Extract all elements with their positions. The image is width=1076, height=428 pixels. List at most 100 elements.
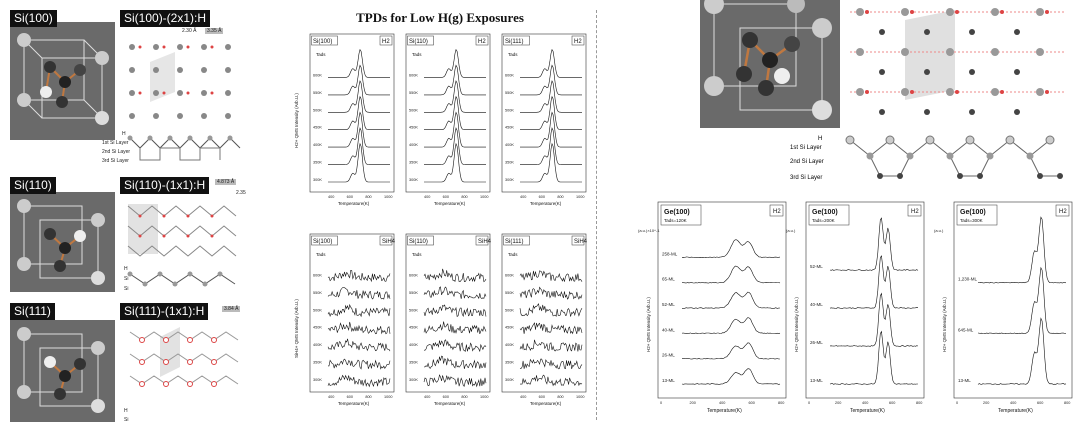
species-label-box [1055,204,1070,217]
tpd-curve [424,48,486,78]
tpd-curve [681,239,781,258]
panel-label: Si(111) [505,39,523,45]
x-tick-label: 1000 [384,395,392,399]
tpd-curve [424,64,486,96]
x-tick-label: 400 [328,195,334,199]
curve-label: 600K [505,73,514,77]
curve-label: 550K [409,91,418,95]
x-tick-label: 600 [347,195,353,199]
tpd-curve [328,111,390,148]
dimension-tag: 2.35 [236,190,246,196]
species-label: H2 [911,209,919,215]
tpd-curve [682,265,781,284]
cube-image [17,33,109,125]
tads-label: Tads=300K [960,218,983,223]
tpd-curve [328,142,390,183]
tpd-curve [327,374,391,388]
layer-label: Si [124,417,129,423]
layer-label: H [818,136,823,142]
panel-frame [405,233,491,393]
tpd-curve [520,80,582,113]
tpd-curve [327,303,391,318]
structure-title: Si(110)-(1x1):H [120,177,210,194]
dimension-tag: 3.35 Å [205,28,224,34]
panel-frame [405,33,491,193]
curve-label: 500K [505,308,514,312]
tpd-curve [328,80,390,113]
divider [596,10,597,420]
curve-label: 350K [313,361,322,365]
tpd-curve [328,64,390,96]
x-tick-label: 1000 [576,395,584,399]
panel-title: Ge(100) [960,209,986,216]
curve-label: 350K [313,161,322,165]
curve-label: 13-ML [810,378,823,383]
panel-frame [309,33,395,193]
tpd-curve [424,111,486,148]
tpd-curve [520,48,582,78]
tads-label: Tads [508,252,518,257]
species-label: H2 [1059,209,1067,215]
tpd-curve [327,270,391,283]
x-tick-label: 800 [365,395,371,399]
curve-label: 550K [505,91,514,95]
tpd-curve [829,255,919,309]
panel-label: Si(100) [313,39,332,45]
species-label: SiH4 [382,239,396,245]
side-view-right [840,132,1070,186]
tpd-curve [519,303,583,317]
y-axis-label: SiH4+ QMS Intensity (Arb.U.) [294,299,299,358]
layer-label: 1st Si Layer [790,145,822,151]
panel-frame [309,233,395,393]
x-tick-label: 400 [719,401,725,405]
curve-label: 350K [409,161,418,165]
x-tick-label: 600 [539,395,545,399]
layer-label: 2nd Si Layer [790,159,824,165]
layer-label: Si [124,276,129,282]
lattice-topview-si100 [120,32,245,130]
species-label-box [379,35,393,46]
curve-label: 450K [313,326,322,330]
x-tick-label: 800 [461,395,467,399]
panel-title: Ge(100) [664,209,690,216]
cube-figure-si100 [10,22,115,140]
x-tick-label: 600 [889,401,895,405]
x-axis-label: Temperature(K) [338,201,370,206]
right-structure: H 1st Si Layer 2nd Si Layer 3rd Si Layer [700,0,1076,190]
curve-label: 26-ML [662,353,675,358]
layer-label: 3rd Si Layer [102,158,129,164]
x-tick-label: 800 [1064,401,1070,405]
curve-label: 300K [313,378,322,382]
species-label: SiH4 [574,239,588,245]
x-tick-label: 800 [778,401,784,405]
left-structures: Si(100) Si(100)-(2x1):H 2.30 Å 3.35 Å H … [0,0,300,428]
tpd-curve [423,304,487,318]
x-tick-label: 1000 [480,195,488,199]
x-tick-label: 0 [660,401,662,405]
curve-label: 550K [313,291,322,295]
tpd-curve [977,317,1067,385]
tpd-curve [328,95,390,130]
tpd-curve [423,268,487,283]
curve-label: 13-ML [958,378,971,383]
structure-title: Si(100)-(2x1):H [120,10,211,27]
tpd-curve [829,217,919,271]
tpd-figure: TPDs for Low H(g) Exposures Si(100) H2 Tad… [290,0,590,428]
lattice-topview-right [845,0,1070,128]
tpd-curve [424,142,486,183]
y-axis-label: H2+ QMS Intensity (Arb.U.) [646,297,651,352]
tpd-curve [328,358,391,370]
y-axis-label: H2+ QMS Intensity (Arb.U.) [794,297,799,352]
curve-label: 450K [409,326,418,330]
y-axis-label: H2+ QMS Intensity (Arb.U.) [942,297,947,352]
ge-tpd-panels: Ge(100) Tads=120K H2 (a.u.)×10^-1 258-ML 65-M… [638,201,1073,414]
species-label: H2 [478,39,486,45]
tpd-curve [829,292,919,347]
panel-label-box [503,235,530,246]
x-tick-label: 1000 [480,395,488,399]
side-view-si100 [120,130,250,166]
cube-figure-right [700,0,840,128]
cube-label: Si(111) [10,303,55,320]
tpd-curve [520,127,582,165]
tpd-curve [681,317,781,335]
